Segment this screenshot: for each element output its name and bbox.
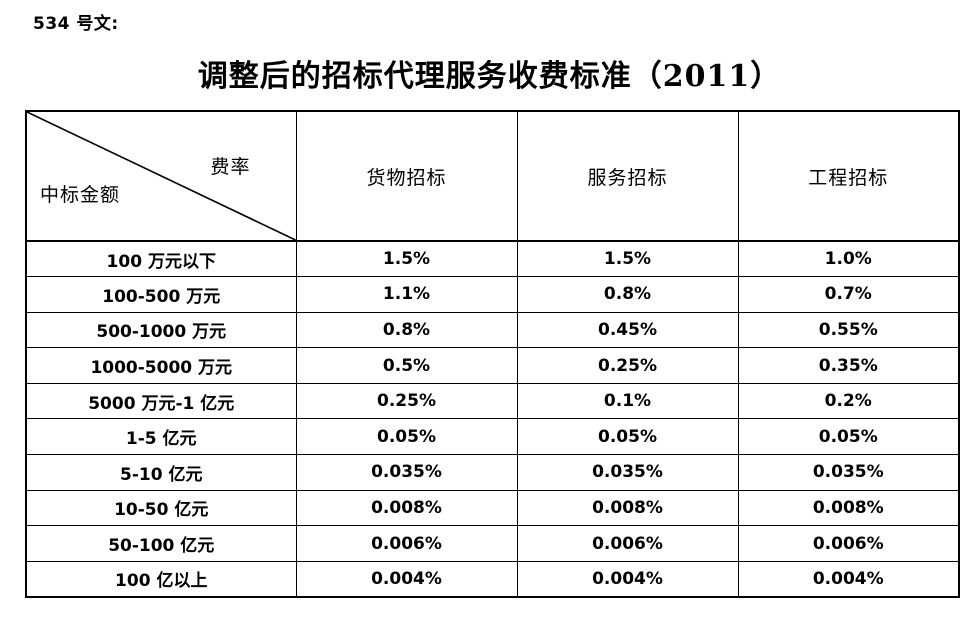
fee-value-cell: 0.004% — [737, 560, 960, 598]
fee-value-cell: 0.55% — [737, 311, 960, 349]
fee-value-cell: 0.7% — [737, 276, 960, 313]
fee-value-cell: 0.006% — [295, 525, 518, 562]
document-title: 调整后的招标代理服务收费标准（2011） — [197, 59, 782, 94]
row-label-cell: 5-10 亿元 — [25, 454, 297, 491]
fee-value-cell: 0.35% — [737, 347, 960, 384]
fee-value-cell: 1.1% — [295, 276, 518, 313]
table-row: 100 亿以上 0.004% 0.004% 0.004% — [25, 560, 960, 598]
table-corner-cell: 费率 中标金额 — [25, 110, 297, 242]
fee-value-cell: 1.5% — [295, 240, 518, 278]
diagonal-divider-line — [27, 112, 296, 240]
fee-value-cell: 0.035% — [516, 454, 739, 491]
fee-value-cell: 1.0% — [737, 240, 960, 278]
fee-value-cell: 0.45% — [516, 311, 739, 349]
fee-value-cell: 0.8% — [516, 276, 739, 313]
fee-value-cell: 0.05% — [295, 418, 518, 456]
row-label-cell: 50-100 亿元 — [25, 525, 297, 562]
row-label-cell: 1000-5000 万元 — [25, 347, 297, 384]
fee-value-cell: 0.008% — [737, 489, 960, 527]
row-label-cell: 10-50 亿元 — [25, 489, 297, 527]
table-row: 5-10 亿元 0.035% 0.035% 0.035% — [25, 454, 960, 491]
header-row: 费率 中标金额 货物招标 服务招标 工程招标 — [25, 110, 960, 242]
fee-value-cell: 0.008% — [295, 489, 518, 527]
fee-value-cell: 0.25% — [516, 347, 739, 384]
fee-value-cell: 0.004% — [516, 560, 739, 598]
row-label-cell: 100 万元以下 — [25, 240, 297, 278]
corner-label-rate: 费率 — [210, 156, 251, 178]
corner-label-bid-amount: 中标金额 — [40, 184, 121, 206]
row-label-cell: 5000 万元-1 亿元 — [25, 382, 297, 420]
row-label-cell: 100 亿以上 — [25, 560, 297, 598]
fee-value-cell: 0.5% — [295, 347, 518, 384]
fee-value-cell: 0.006% — [737, 525, 960, 562]
fee-value-cell: 0.05% — [516, 418, 739, 456]
table-row: 10-50 亿元 0.008% 0.008% 0.008% — [25, 489, 960, 527]
row-label-cell: 1-5 亿元 — [25, 418, 297, 456]
table-row: 100-500 万元 1.1% 0.8% 0.7% — [25, 276, 960, 313]
fee-rate-table: 费率 中标金额 货物招标 服务招标 工程招标 100 万元以下 1.5% 1.5… — [25, 110, 960, 598]
table-row: 500-1000 万元 0.8% 0.45% 0.55% — [25, 311, 960, 349]
fee-value-cell: 1.5% — [516, 240, 739, 278]
fee-value-cell: 0.05% — [737, 418, 960, 456]
fee-value-cell: 0.25% — [295, 382, 518, 420]
fee-value-cell: 0.1% — [516, 382, 739, 420]
doc-number-label: 534 号文: — [33, 14, 119, 34]
column-header-goods-bidding: 货物招标 — [295, 110, 518, 242]
table-row: 50-100 亿元 0.006% 0.006% 0.006% — [25, 525, 960, 562]
fee-value-cell: 0.8% — [295, 311, 518, 349]
table-row: 100 万元以下 1.5% 1.5% 1.0% — [25, 240, 960, 278]
table-row: 1-5 亿元 0.05% 0.05% 0.05% — [25, 418, 960, 456]
column-header-services-bidding: 服务招标 — [516, 110, 739, 242]
table-row: 5000 万元-1 亿元 0.25% 0.1% 0.2% — [25, 382, 960, 420]
fee-value-cell: 0.004% — [295, 560, 518, 598]
column-header-engineering-bidding: 工程招标 — [737, 110, 960, 242]
fee-value-cell: 0.006% — [516, 525, 739, 562]
table-row: 1000-5000 万元 0.5% 0.25% 0.35% — [25, 347, 960, 384]
row-label-cell: 100-500 万元 — [25, 276, 297, 313]
fee-value-cell: 0.035% — [737, 454, 960, 491]
fee-value-cell: 0.008% — [516, 489, 739, 527]
fee-value-cell: 0.035% — [295, 454, 518, 491]
fee-value-cell: 0.2% — [737, 382, 960, 420]
row-label-cell: 500-1000 万元 — [25, 311, 297, 349]
